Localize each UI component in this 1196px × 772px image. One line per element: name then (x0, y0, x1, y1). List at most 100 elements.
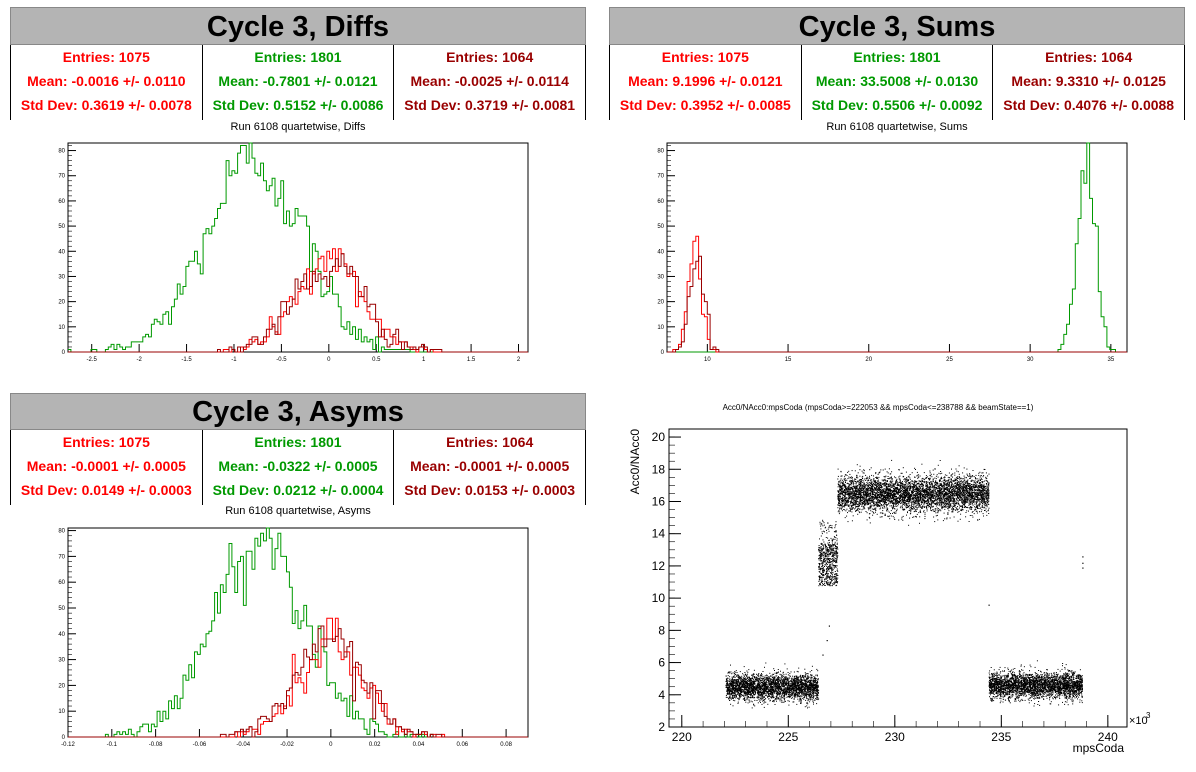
scatter-point (729, 684, 731, 686)
scatter-point (779, 695, 781, 697)
scatter-point (812, 693, 814, 695)
stat-mean: Mean: 9.3310 +/- 0.0125 (1011, 73, 1166, 89)
scatter-point (787, 692, 789, 693)
scatter-point (825, 553, 826, 555)
scatter-point (755, 689, 757, 691)
scatter-point (752, 675, 753, 677)
scatter-point (806, 692, 808, 693)
asyms-stats-box: Entries: 1075 Mean: -0.0001 +/- 0.0005 S… (10, 430, 586, 505)
scatter-point (740, 686, 742, 687)
scatter-point (759, 680, 761, 682)
scatter-point (766, 679, 768, 681)
scatter-point (800, 695, 802, 697)
scatter-point (783, 686, 785, 687)
scatter-point (797, 679, 799, 681)
scatter-point (830, 552, 832, 553)
scatter-point (825, 573, 826, 575)
scatter-point (816, 675, 818, 677)
scatter-point (761, 696, 763, 698)
scatter-point (800, 678, 802, 680)
scatter-point (787, 674, 789, 676)
scatter-point (809, 694, 810, 696)
scatter-point (794, 687, 796, 689)
scatter-point (731, 692, 733, 694)
scatter-point (819, 557, 821, 559)
scatter-point (827, 522, 829, 524)
scatter-point (829, 562, 831, 564)
scatter-point (823, 574, 825, 576)
scatter-point (806, 690, 808, 692)
scatter-point (823, 546, 825, 548)
x-tick-label: -0.1 (107, 742, 118, 748)
scatter-point (727, 690, 729, 692)
scatter-point (767, 676, 769, 678)
scatter-point (831, 579, 833, 581)
stat-std: Std Dev: 0.0153 +/- 0.0003 (404, 482, 576, 498)
scatter-point (811, 676, 813, 678)
scatter-point (814, 691, 816, 693)
stat-mean: Mean: -0.0001 +/- 0.0005 (26, 458, 186, 474)
scatter-point (755, 685, 756, 687)
scatter-point (825, 547, 827, 549)
scatter-point (801, 680, 803, 682)
scatter-point (761, 679, 763, 681)
scatter-point (984, 504, 986, 506)
scatter-point (802, 684, 804, 686)
scatter-point (761, 698, 763, 700)
scatter-point (825, 537, 827, 538)
scatter-point (824, 579, 825, 581)
scatter-point (779, 679, 781, 681)
scatter-point (823, 522, 825, 524)
scatter-point (983, 475, 985, 476)
scatter-point (792, 694, 794, 696)
scatter-point (821, 531, 823, 533)
scatter-point (777, 672, 779, 674)
scatter-point (816, 689, 818, 691)
scatter-point (776, 694, 778, 696)
scatter-point (832, 559, 834, 561)
scatter-point (811, 677, 813, 679)
scatter-point (800, 699, 802, 701)
scatter-point (789, 697, 791, 699)
scatter-point (814, 676, 816, 678)
scatter-point (801, 691, 803, 693)
scatter-point (756, 686, 758, 688)
scatter-point (727, 685, 729, 686)
scatter-point (810, 689, 812, 691)
scatter-point (789, 687, 791, 689)
scatter-point (754, 680, 756, 682)
scatter-point (781, 682, 783, 684)
x-tick-label: 20 (865, 357, 872, 363)
scatter-point (831, 539, 833, 541)
scatter-point (805, 681, 807, 683)
scatter-point (817, 679, 819, 680)
scatter-point (834, 571, 836, 572)
scatter-point (813, 689, 815, 690)
scatter-point (793, 689, 795, 691)
scatter-point (792, 685, 794, 687)
scatter-point (826, 529, 827, 531)
stat-std: Std Dev: 0.0149 +/- 0.0003 (20, 482, 192, 498)
scatter-point (758, 678, 760, 680)
stat-entries: Entries: 1064 (446, 49, 534, 65)
y-tick-label: 18 (652, 462, 666, 476)
scatter-point (804, 668, 806, 670)
y-tick-label: 10 (652, 591, 666, 605)
scatter-point (737, 684, 738, 686)
scatter-point (739, 688, 741, 690)
scatter-point (752, 697, 753, 699)
scatter-point (781, 685, 783, 687)
scatter-point (892, 480, 894, 482)
scatter-point (791, 692, 793, 694)
scatter-point (875, 511, 876, 513)
scatter-point (823, 552, 825, 554)
scatter-point (785, 692, 787, 694)
scatter-point (738, 697, 740, 699)
diffs-stats-box: Entries: 1075 Mean: -0.0016 +/- 0.0110 S… (10, 45, 586, 120)
scatter-point (823, 541, 825, 543)
scatter-point (803, 683, 805, 685)
scatter-point (745, 688, 747, 690)
scatter-point (795, 675, 797, 677)
x-tick-label: 220 (672, 730, 692, 744)
scatter-point (746, 673, 748, 675)
